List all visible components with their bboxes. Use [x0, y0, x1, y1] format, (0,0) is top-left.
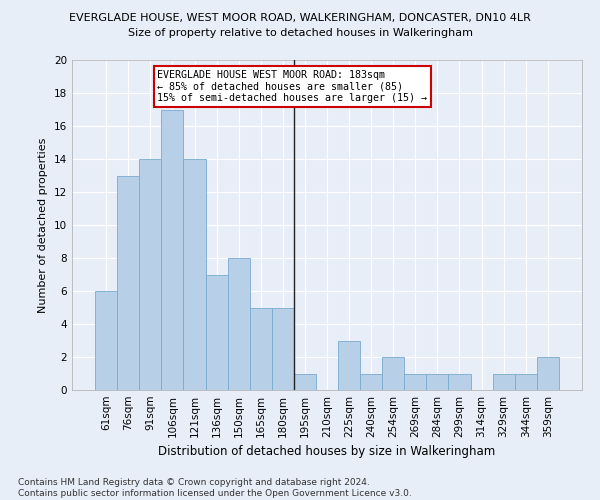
Text: Contains HM Land Registry data © Crown copyright and database right 2024.
Contai: Contains HM Land Registry data © Crown c… — [18, 478, 412, 498]
Bar — [184, 159, 206, 390]
Bar — [227, 258, 250, 390]
Bar — [404, 374, 427, 390]
Text: Size of property relative to detached houses in Walkeringham: Size of property relative to detached ho… — [128, 28, 473, 38]
Bar — [161, 110, 184, 390]
Bar — [493, 374, 515, 390]
Y-axis label: Number of detached properties: Number of detached properties — [38, 138, 49, 312]
Bar — [117, 176, 139, 390]
Bar — [294, 374, 316, 390]
Bar — [515, 374, 537, 390]
Bar — [206, 274, 227, 390]
Bar — [427, 374, 448, 390]
Bar — [338, 340, 360, 390]
Bar — [448, 374, 470, 390]
Bar — [537, 357, 559, 390]
Text: EVERGLADE HOUSE WEST MOOR ROAD: 183sqm
← 85% of detached houses are smaller (85): EVERGLADE HOUSE WEST MOOR ROAD: 183sqm ←… — [157, 70, 427, 103]
Bar — [250, 308, 272, 390]
Bar — [272, 308, 294, 390]
Bar — [95, 291, 117, 390]
Bar — [382, 357, 404, 390]
Bar — [139, 159, 161, 390]
Text: EVERGLADE HOUSE, WEST MOOR ROAD, WALKERINGHAM, DONCASTER, DN10 4LR: EVERGLADE HOUSE, WEST MOOR ROAD, WALKERI… — [69, 12, 531, 22]
Bar — [360, 374, 382, 390]
X-axis label: Distribution of detached houses by size in Walkeringham: Distribution of detached houses by size … — [158, 446, 496, 458]
